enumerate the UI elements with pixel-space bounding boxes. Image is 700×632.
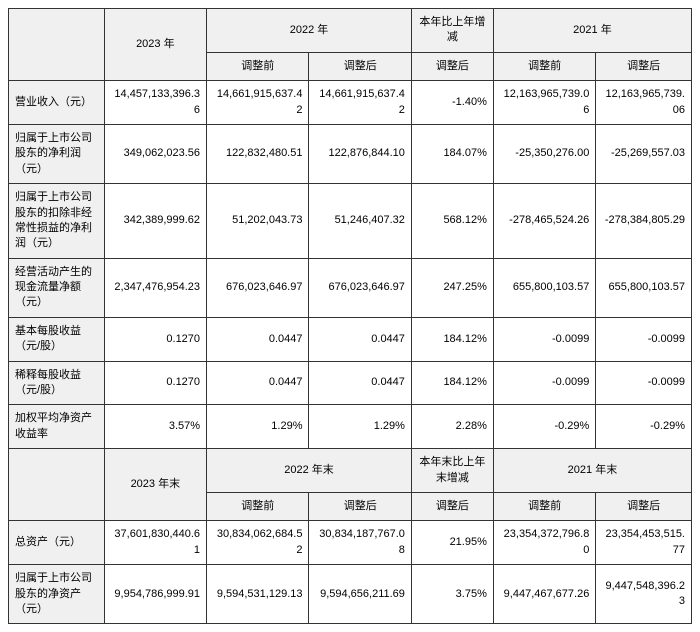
row-label: 归属于上市公司股东的净利润（元）	[9, 124, 105, 183]
cell-2021-before: 12,163,965,739.06	[493, 81, 595, 125]
row-label: 归属于上市公司股东的净资产（元）	[9, 565, 105, 624]
cell-2021-before: -0.0099	[493, 361, 595, 405]
cell-2022-after: 1.29%	[309, 405, 411, 449]
col-2022: 2022 年	[207, 9, 412, 53]
cell-2022-before: 1.29%	[207, 405, 309, 449]
cell-2023: 0.1270	[104, 361, 206, 405]
col-2021e-after: 调整后	[596, 492, 692, 520]
cell-2021-before: -0.0099	[493, 317, 595, 361]
col-2021-before: 调整前	[493, 52, 595, 80]
col-change: 本年比上年增减	[411, 9, 493, 53]
row-label: 总资产（元）	[9, 521, 105, 565]
cell-2023: 349,062,023.56	[104, 124, 206, 183]
row-label: 基本每股收益（元/股）	[9, 317, 105, 361]
col-2022e-after: 调整后	[309, 492, 411, 520]
cell-2022-after: 14,661,915,637.42	[309, 81, 411, 125]
blank-header-2	[9, 449, 105, 521]
table-row: 经营活动产生的现金流量净额（元）2,347,476,954.23676,023,…	[9, 258, 692, 317]
table-row: 总资产（元）37,601,830,440.6130,834,062,684.52…	[9, 521, 692, 565]
cell-2021e-after: 23,354,453,515.77	[596, 521, 692, 565]
cell-2022e-after: 30,834,187,767.08	[309, 521, 411, 565]
cell-2022-after: 0.0447	[309, 317, 411, 361]
table-row: 归属于上市公司股东的净利润（元）349,062,023.56122,832,48…	[9, 124, 692, 183]
cell-2021-before: -278,465,524.26	[493, 184, 595, 259]
col-2021-after: 调整后	[596, 52, 692, 80]
table-row: 基本每股收益（元/股）0.12700.04470.0447184.12%-0.0…	[9, 317, 692, 361]
cell-change: 568.12%	[411, 184, 493, 259]
cell-2023: 3.57%	[104, 405, 206, 449]
row-label: 加权平均净资产收益率	[9, 405, 105, 449]
cell-2022-before: 0.0447	[207, 317, 309, 361]
table-row: 归属于上市公司股东的净资产（元）9,954,786,999.919,594,53…	[9, 565, 692, 624]
blank-header	[9, 9, 105, 81]
cell-2023: 2,347,476,954.23	[104, 258, 206, 317]
cell-2021-before: -25,350,276.00	[493, 124, 595, 183]
cell-change: 184.12%	[411, 361, 493, 405]
cell-2021-after: -0.0099	[596, 361, 692, 405]
col-2022-after: 调整后	[309, 52, 411, 80]
cell-change: -1.40%	[411, 81, 493, 125]
cell-2023: 342,389,999.62	[104, 184, 206, 259]
cell-2021-after: -0.0099	[596, 317, 692, 361]
row-label: 稀释每股收益（元/股）	[9, 361, 105, 405]
cell-2021e-after: 9,447,548,396.23	[596, 565, 692, 624]
cell-2023: 14,457,133,396.36	[104, 81, 206, 125]
cell-2021e-before: 23,354,372,796.80	[493, 521, 595, 565]
cell-change: 247.25%	[411, 258, 493, 317]
table-row: 稀释每股收益（元/股）0.12700.04470.0447184.12%-0.0…	[9, 361, 692, 405]
cell-2022-before: 51,202,043.73	[207, 184, 309, 259]
cell-change-e: 21.95%	[411, 521, 493, 565]
cell-2021-after: 655,800,103.57	[596, 258, 692, 317]
col-2021: 2021 年	[493, 9, 691, 53]
cell-2021-before: 655,800,103.57	[493, 258, 595, 317]
col-2021-end: 2021 年末	[493, 449, 691, 493]
cell-change: 184.12%	[411, 317, 493, 361]
table-row: 加权平均净资产收益率3.57%1.29%1.29%2.28%-0.29%-0.2…	[9, 405, 692, 449]
cell-2022-after: 122,876,844.10	[309, 124, 411, 183]
row-label: 归属于上市公司股东的扣除非经常性损益的净利润（元）	[9, 184, 105, 259]
cell-2023e: 37,601,830,440.61	[104, 521, 206, 565]
col-2021e-before: 调整前	[493, 492, 595, 520]
financial-table: 2023 年2022 年本年比上年增减2021 年调整前调整后调整后调整前调整后…	[8, 8, 692, 624]
col-2022e-before: 调整前	[207, 492, 309, 520]
col-2022-end: 2022 年末	[207, 449, 412, 493]
cell-2022-after: 676,023,646.97	[309, 258, 411, 317]
col-2023-end: 2023 年末	[104, 449, 206, 521]
cell-2022e-before: 9,594,531,129.13	[207, 565, 309, 624]
row-label: 经营活动产生的现金流量净额（元）	[9, 258, 105, 317]
table-row: 归属于上市公司股东的扣除非经常性损益的净利润（元）342,389,999.625…	[9, 184, 692, 259]
cell-2023e: 9,954,786,999.91	[104, 565, 206, 624]
cell-2021-after: 12,163,965,739.06	[596, 81, 692, 125]
cell-2021-after: -278,384,805.29	[596, 184, 692, 259]
cell-2021e-before: 9,447,467,677.26	[493, 565, 595, 624]
cell-2022-after: 0.0447	[309, 361, 411, 405]
col-2022-before: 调整前	[207, 52, 309, 80]
row-label: 营业收入（元）	[9, 81, 105, 125]
cell-2021-after: -25,269,557.03	[596, 124, 692, 183]
cell-2022-before: 0.0447	[207, 361, 309, 405]
cell-2022-after: 51,246,407.32	[309, 184, 411, 259]
cell-2021-after: -0.29%	[596, 405, 692, 449]
table-row: 营业收入（元）14,457,133,396.3614,661,915,637.4…	[9, 81, 692, 125]
cell-2023: 0.1270	[104, 317, 206, 361]
cell-change-e: 3.75%	[411, 565, 493, 624]
cell-2022-before: 676,023,646.97	[207, 258, 309, 317]
cell-2022e-before: 30,834,062,684.52	[207, 521, 309, 565]
cell-2022-before: 14,661,915,637.42	[207, 81, 309, 125]
cell-2021-before: -0.29%	[493, 405, 595, 449]
col-change-e-after: 调整后	[411, 492, 493, 520]
cell-2022-before: 122,832,480.51	[207, 124, 309, 183]
cell-change: 184.07%	[411, 124, 493, 183]
col-2023: 2023 年	[104, 9, 206, 81]
cell-2022e-after: 9,594,656,211.69	[309, 565, 411, 624]
col-change-end: 本年末比上年末增减	[411, 449, 493, 493]
col-change-after: 调整后	[411, 52, 493, 80]
cell-change: 2.28%	[411, 405, 493, 449]
